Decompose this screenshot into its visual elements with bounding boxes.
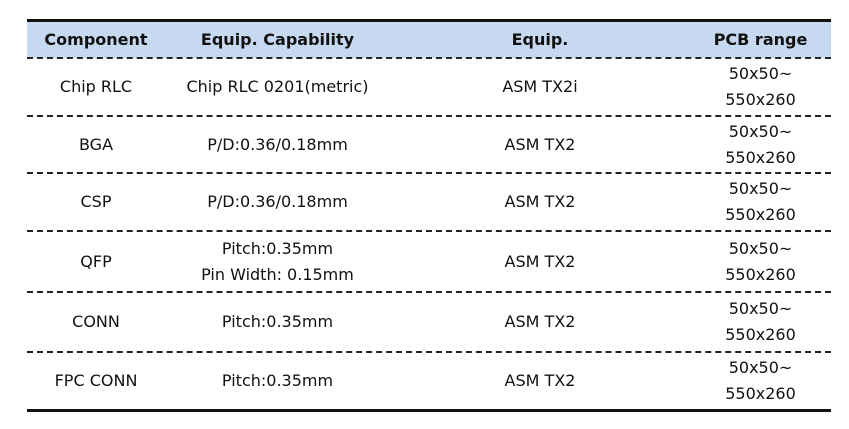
cell-text: FPC CONN bbox=[54, 371, 138, 390]
cell-text: 550x260 bbox=[725, 264, 796, 284]
table-cell: P/D:0.36/0.18mm bbox=[165, 173, 390, 231]
header-cell: PCB range bbox=[713, 30, 808, 49]
table-cell: CSP bbox=[27, 173, 165, 231]
table-cell: 50x50~ 550x260 bbox=[690, 116, 831, 173]
cell-text: Pitch:0.35mm bbox=[221, 371, 334, 390]
cell-text: 550x260 bbox=[725, 90, 796, 109]
table-cell: 50x50~ 550x260 bbox=[690, 231, 831, 292]
table-cell: P/D:0.36/0.18mm bbox=[165, 116, 390, 173]
cell-text: P/D:0.36/0.18mm bbox=[207, 192, 348, 211]
table-cell: 50x50~ 550x260 bbox=[690, 292, 831, 352]
cell-text: Chip RLC bbox=[59, 77, 133, 96]
cell-text: 50x50~ bbox=[728, 64, 793, 83]
header-cell: Equip. bbox=[511, 30, 569, 49]
cell-text: ASM TX2 bbox=[504, 134, 576, 154]
table-cell: 50x50~ 550x260 bbox=[690, 58, 831, 116]
row-separator bbox=[27, 291, 831, 293]
cell-text: Pitch:0.35mm bbox=[221, 238, 334, 258]
cell-text: 550x260 bbox=[725, 205, 796, 224]
cell-text: Pitch:0.35mm bbox=[221, 312, 334, 331]
cell-text: ASM TX2 bbox=[504, 371, 576, 390]
table-cell: Pitch:0.35mm bbox=[165, 352, 390, 410]
cell-text: ASM TX2 bbox=[504, 192, 576, 211]
cell-text: ASM TX2i bbox=[502, 77, 578, 96]
table-cell: BGA bbox=[27, 116, 165, 173]
table-cell: ASM TX2 bbox=[390, 173, 690, 231]
header-background bbox=[27, 22, 831, 58]
row-separator bbox=[27, 351, 831, 353]
cell-text: 50x50~ bbox=[728, 121, 793, 141]
cell-text: Pin Width: 0.15mm bbox=[201, 264, 354, 284]
table-cell: ASM TX2 bbox=[390, 116, 690, 173]
header-cell: Component bbox=[44, 30, 148, 49]
row-separator bbox=[27, 115, 831, 117]
table-cell: Pitch:0.35mm Pin Width: 0.15mm bbox=[165, 231, 390, 292]
cell-text: 50x50~ bbox=[728, 299, 793, 318]
top-rule bbox=[27, 19, 831, 22]
cell-text: Chip RLC 0201(metric) bbox=[186, 77, 369, 96]
cell-text: 550x260 bbox=[725, 384, 796, 403]
row-separator bbox=[27, 57, 831, 59]
cell-text: QFP bbox=[80, 251, 112, 271]
table-cell: 50x50~ 550x260 bbox=[690, 173, 831, 231]
table-cell: 50x50~ 550x260 bbox=[690, 352, 831, 410]
cell-text: ASM TX2 bbox=[504, 251, 576, 271]
bottom-rule bbox=[27, 409, 831, 412]
table-cell: Chip RLC 0201(metric) bbox=[165, 58, 390, 116]
table-cell: Chip RLC bbox=[27, 58, 165, 116]
table-cell: ASM TX2 bbox=[390, 292, 690, 352]
table-cell: QFP bbox=[27, 231, 165, 292]
table-cell: Pitch:0.35mm bbox=[165, 292, 390, 352]
cell-text: P/D:0.36/0.18mm bbox=[207, 134, 348, 154]
cell-text: 50x50~ bbox=[728, 179, 793, 198]
cell-text: ASM TX2 bbox=[504, 312, 576, 331]
table-cell: ASM TX2 bbox=[390, 231, 690, 292]
cell-text: 50x50~ bbox=[728, 358, 793, 377]
header-cell: Equip. Capability bbox=[200, 30, 355, 49]
cell-text: 550x260 bbox=[725, 325, 796, 344]
row-separator bbox=[27, 172, 831, 174]
cell-text: 550x260 bbox=[725, 147, 796, 167]
cell-text: BGA bbox=[78, 134, 114, 154]
cell-text: CSP bbox=[80, 192, 112, 211]
cell-text: CONN bbox=[72, 312, 120, 331]
table-cell: ASM TX2i bbox=[390, 58, 690, 116]
table-cell: CONN bbox=[27, 292, 165, 352]
table-cell: FPC CONN bbox=[27, 352, 165, 410]
row-separator bbox=[27, 230, 831, 232]
cell-text: 50x50~ bbox=[728, 238, 793, 258]
table-cell: ASM TX2 bbox=[390, 352, 690, 410]
